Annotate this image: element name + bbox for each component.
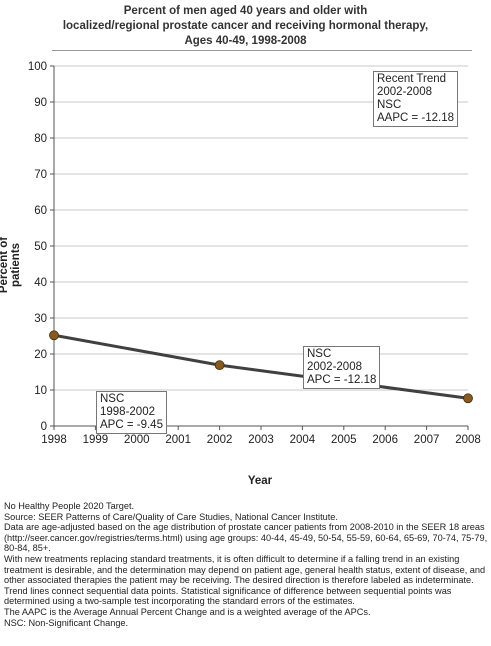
y-tick-labels: 0 10 20 30 40 50 60 70 80 90 100: [28, 61, 47, 433]
segment-2-line-2: 2002-2008: [307, 361, 362, 373]
chart-title-line-3: Ages 40-49, 1998-2008: [184, 35, 307, 47]
series-line-0: [53, 333, 469, 400]
x-tick-label-2006: 2006: [372, 434, 398, 446]
segment-1-annotation: NSC 1998-2002 APC = -9.45: [96, 391, 167, 434]
x-axis-label: Year: [247, 475, 273, 487]
recent-trend-line-4: AAPC = -12.18: [377, 112, 455, 124]
y-tick-label-100: 100: [28, 61, 47, 73]
footnote-aapc: The AAPC is the Average Annual Percent C…: [4, 606, 371, 617]
footnotes: No Healthy People 2020 Target. Source: S…: [4, 501, 490, 628]
y-axis-label: Percent of patients: [0, 236, 22, 294]
segment-1-line-1: NSC: [100, 393, 125, 405]
y-tick-label-80: 80: [34, 133, 47, 145]
y-tick-label-50: 50: [34, 241, 47, 253]
recent-trend-line-3: NSC: [377, 99, 402, 111]
chart-title-line-2: localized/regional prostate cancer and r…: [62, 20, 429, 32]
data-point-2008: [463, 393, 473, 404]
segment-1-line-2: 1998-2002: [100, 406, 155, 418]
series-points: [49, 330, 473, 404]
x-tick-label-2005: 2005: [331, 434, 357, 446]
x-tick-label-1998: 1998: [41, 434, 67, 446]
footnote-target: No Healthy People 2020 Target.: [4, 501, 135, 511]
series-lines: [53, 333, 469, 400]
y-tick-label-30: 30: [34, 313, 47, 325]
y-tick-label-10: 10: [34, 385, 47, 397]
footnote-source: Source: SEER Patterns of Care/Quality of…: [4, 511, 338, 522]
chart-title-line-1: Percent of men aged 40 years and older w…: [123, 5, 368, 17]
footnote-nsc: NSC: Non-Significant Change.: [4, 617, 129, 628]
chart-title: Percent of men aged 40 years and older w…: [0, 4, 491, 49]
footnote-age-adjustment: Data are age-adjusted based on the age d…: [4, 522, 488, 554]
recent-trend-line-1: Recent Trend: [377, 73, 447, 85]
segment-2-line-3: APC = -12.18: [307, 374, 377, 386]
recent-trend-annotation: Recent Trend 2002-2008 NSC AAPC = -12.18: [373, 71, 459, 127]
segment-2-annotation: NSC 2002-2008 APC = -12.18: [303, 346, 381, 389]
x-tick-label-2004: 2004: [290, 434, 316, 446]
title-divider: [52, 50, 472, 51]
segment-1-line-3: APC = -9.45: [100, 419, 163, 431]
x-tick-label-2008: 2008: [455, 434, 481, 446]
x-tick-label-2002: 2002: [207, 434, 233, 446]
x-tick-label-2003: 2003: [248, 434, 274, 446]
data-point-2002: [214, 360, 225, 371]
data-point-1998: [49, 330, 59, 341]
y-tick-label-60: 60: [34, 205, 47, 217]
segment-2-line-1: NSC: [307, 348, 332, 360]
x-tick-label-1999: 1999: [83, 434, 109, 446]
y-tick-label-70: 70: [34, 169, 47, 181]
x-tick-label-2007: 2007: [414, 434, 440, 446]
y-tick-label-0: 0: [41, 421, 47, 433]
x-tick-label-2001: 2001: [165, 434, 191, 446]
y-tick-label-20: 20: [34, 349, 47, 361]
line-chart: 0 10 20 30 40 50 60 70 80 90 100 1998 1999 2000 2001 2…: [28, 61, 481, 446]
y-tick-label-40: 40: [34, 277, 47, 289]
recent-trend-line-2: 2002-2008: [377, 86, 432, 98]
footnote-trend-lines: Trend lines connect sequential data poin…: [4, 585, 452, 607]
x-tick-label-2000: 2000: [124, 434, 150, 446]
footnote-direction: With new treatments replacing standard t…: [4, 553, 486, 586]
x-tick-labels: 1998 1999 2000 2001 2002 2003 2004 2005 2006 2007…: [41, 434, 481, 446]
y-tick-label-90: 90: [34, 97, 47, 109]
grid-lines: [54, 65, 468, 391]
